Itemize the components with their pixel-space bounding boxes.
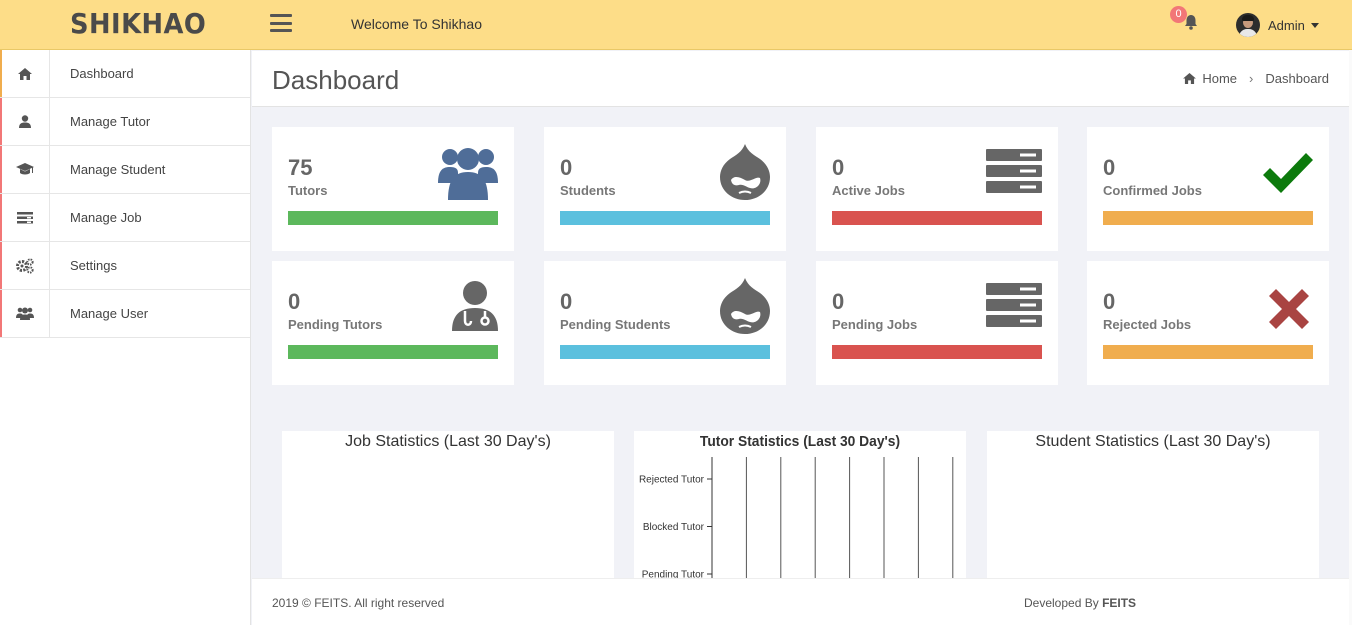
developer-credit: Developed By FEITS	[1024, 596, 1137, 610]
breadcrumb: Home › Dashboard	[1183, 71, 1329, 86]
tutor-statistics-plot: Rejected Tutor Blocked Tutor Pending Tutor	[639, 457, 954, 579]
stat-card-pending-students[interactable]: 0 Pending Students	[544, 261, 786, 385]
sidebar-item-label: Manage Tutor	[70, 114, 151, 129]
home-icon	[17, 67, 32, 80]
top-bar: SHIKHAO Welcome To Shikhao 0 Admin	[0, 0, 1352, 50]
stat-value: 0	[288, 289, 301, 314]
stat-value: 0	[832, 289, 845, 314]
stat-label: Active Jobs	[832, 183, 905, 198]
stat-card-rejected-jobs[interactable]: 0 Rejected Jobs	[1087, 261, 1329, 385]
notification-count-badge: 0	[1170, 6, 1187, 23]
y-tick-label: Rejected Tutor	[639, 475, 705, 486]
times-icon	[1269, 289, 1309, 329]
stat-card-confirmed-jobs[interactable]: 0 Confirmed Jobs	[1087, 127, 1329, 251]
tutor-statistics-chart: Tutor Statistics (Last 30 Day's) Rejecte…	[634, 431, 966, 578]
stat-label: Rejected Jobs	[1103, 317, 1192, 332]
stat-card-pending-jobs[interactable]: 0 Pending Jobs	[816, 261, 1058, 385]
sidebar-item-label: Settings	[70, 258, 117, 273]
chart-title: Tutor Statistics (Last 30 Day's)	[699, 433, 901, 450]
stat-label: Pending Tutors	[288, 317, 383, 332]
drupal-icon	[720, 278, 770, 334]
avatar	[1236, 13, 1260, 37]
sidebar-item-label: Dashboard	[70, 66, 134, 81]
caret-down-icon	[1310, 22, 1319, 28]
user-icon	[18, 115, 31, 128]
stat-bar	[1103, 345, 1313, 359]
sidebar-item-manage-user[interactable]: Manage User	[0, 290, 250, 338]
drupal-icon	[720, 144, 770, 200]
check-icon	[1263, 153, 1313, 193]
y-tick-label: Blocked Tutor	[643, 522, 705, 533]
sidebar-item-manage-job[interactable]: Manage Job	[0, 194, 250, 242]
graduation-cap-icon	[15, 163, 34, 175]
y-tick-label: Pending Tutor	[642, 570, 705, 579]
stat-value: 0	[560, 289, 573, 314]
stat-value: 0	[832, 155, 845, 180]
page-header: Dashboard Home › Dashboard	[252, 51, 1349, 107]
server-icon	[986, 283, 1042, 327]
stat-value: 75	[288, 155, 313, 180]
stat-card-students[interactable]: 0 Students	[544, 127, 786, 251]
page-title: Dashboard	[272, 65, 400, 95]
sidebar-item-label: Manage User	[70, 306, 149, 321]
sidebar-item-manage-student[interactable]: Manage Student	[0, 146, 250, 194]
breadcrumb-current: Dashboard	[1265, 71, 1329, 86]
developer-name: FEITS	[1102, 596, 1137, 610]
chart-title: Job Statistics (Last 30 Day's)	[345, 433, 551, 450]
stat-bar	[288, 211, 498, 225]
stat-value: 0	[1103, 155, 1116, 180]
stat-card-active-jobs[interactable]: 0 Active Jobs	[816, 127, 1058, 251]
job-statistics-chart: Job Statistics (Last 30 Day's)	[282, 431, 614, 578]
stat-card-pending-tutors[interactable]: 0 Pending Tutors	[272, 261, 514, 385]
users-icon	[15, 307, 34, 320]
menu-toggle-button[interactable]	[270, 14, 292, 32]
stat-label: Tutors	[288, 183, 328, 198]
users-group-icon	[438, 148, 498, 200]
footer: 2019 © FEITS. All right reserved Develop…	[252, 578, 1349, 625]
user-md-icon	[452, 281, 498, 331]
stat-bar	[560, 345, 770, 359]
notifications-button[interactable]: 0	[1170, 6, 1204, 36]
stat-label: Pending Jobs	[832, 317, 918, 332]
server-icon	[986, 149, 1042, 193]
breadcrumb-home-link[interactable]: Home	[1202, 71, 1238, 86]
stat-label: Students	[560, 183, 616, 198]
sidebar-item-settings[interactable]: Settings	[0, 242, 250, 290]
student-statistics-chart: Student Statistics (Last 30 Day's)	[987, 431, 1319, 578]
sidebar: Dashboard Manage Tutor Manage Student	[0, 50, 251, 625]
hamburger-icon	[270, 14, 292, 17]
bell-icon	[1185, 15, 1197, 30]
chevron-right-icon: ›	[1249, 71, 1254, 86]
stat-label: Confirmed Jobs	[1103, 183, 1202, 198]
sidebar-item-manage-tutor[interactable]: Manage Tutor	[0, 98, 250, 146]
stat-bar	[1103, 211, 1313, 225]
stat-value: 0	[560, 155, 573, 180]
sidebar-item-dashboard[interactable]: Dashboard	[0, 50, 250, 98]
welcome-text: Welcome To Shikhao	[351, 16, 482, 32]
stat-label: Pending Students	[560, 317, 671, 332]
stat-bar	[832, 211, 1042, 225]
stat-bar	[288, 345, 498, 359]
user-name: Admin	[1268, 17, 1305, 33]
page-scrollbar[interactable]	[1349, 50, 1352, 625]
sidebar-item-label: Manage Student	[70, 162, 166, 177]
list-icon	[16, 211, 33, 223]
copyright-text: 2019 © FEITS. All right reserved	[272, 596, 445, 610]
gears-icon	[15, 257, 34, 274]
user-menu[interactable]: Admin	[1236, 12, 1319, 38]
stat-card-tutors[interactable]: 75 Tutors	[272, 127, 514, 251]
sidebar-item-label: Manage Job	[70, 210, 142, 225]
home-icon	[1183, 73, 1197, 84]
stat-value: 0	[1103, 289, 1116, 314]
chart-title: Student Statistics (Last 30 Day's)	[1035, 433, 1271, 450]
stat-bar	[832, 345, 1042, 359]
stat-bar	[560, 211, 770, 225]
brand-logo[interactable]: SHIKHAO	[70, 7, 207, 40]
